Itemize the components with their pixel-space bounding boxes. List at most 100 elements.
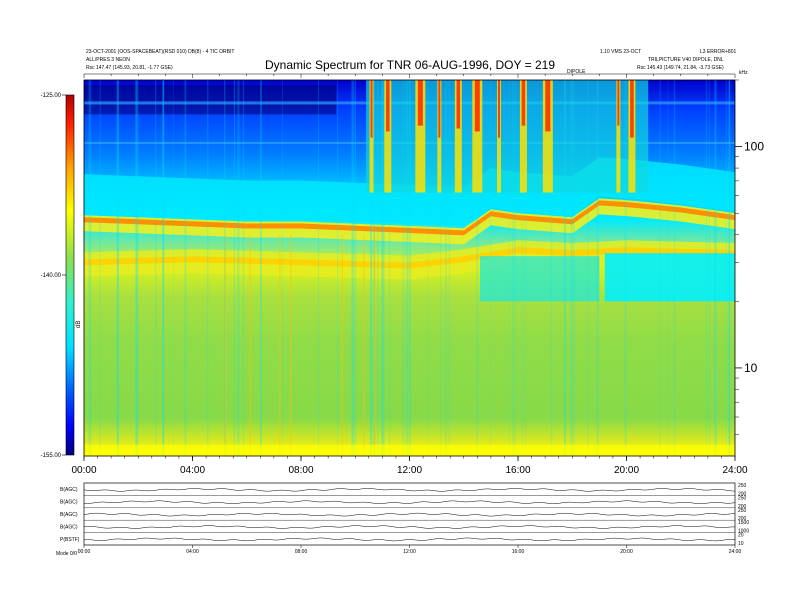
burst-core [386,80,390,132]
x-tick-label: 20:00 [614,465,639,476]
burst [542,80,553,193]
footer-mode-label: Mode 0/0 [56,551,77,557]
streak [154,80,157,456]
streak [162,80,164,456]
base-band [84,444,735,456]
cyan-patch [480,256,600,302]
streak [705,80,707,456]
streak [370,80,372,456]
burst [384,80,392,193]
header-right-line2: L3 ERROR+801 [700,49,736,55]
y-axis: 10 100 [735,79,764,435]
streak [352,80,355,456]
streak [354,80,357,456]
panel-x-tick-label: 20:00 [620,549,633,555]
streak [370,80,372,456]
row-scale-label: 20 [738,533,744,539]
streak [728,80,731,456]
row-trace [83,488,736,492]
header-left-line1: 23-OCT-2001 (OOS-SPACEBEAT)(RSD 010) DB(… [86,49,234,55]
y-tick-label: 100 [744,140,764,154]
streak [373,80,376,456]
plasma-line-glow [84,198,735,245]
streak [117,80,119,456]
colorbar-label: dB [76,321,82,328]
streak [363,234,365,456]
x-tick-label: 04:00 [180,465,205,476]
cyan-block [604,253,735,302]
chart-title: Dynamic Spectrum for TNR 06-AUG-1996, DO… [265,58,555,72]
streak [521,80,523,456]
burst-core [521,80,526,126]
streak [408,80,411,456]
burst-core [370,80,373,138]
streak [440,80,442,456]
streak [403,80,405,456]
streak [377,80,378,456]
colorbar-tick-label: -125.00 [41,93,62,99]
header-right-line1: 1.10 VMS 23-OCT [600,49,641,55]
streak [135,80,138,456]
streak [550,80,553,456]
x-axis: 00:00 04:00 08:00 12:00 16:00 20:00 24:00 [71,456,748,476]
streak [511,80,513,456]
row-scale-label: 200 [738,491,747,497]
plasma-line [84,200,735,236]
streak [389,80,391,456]
row-scale-label: 250 [738,483,747,489]
y-tick-label: 10 [744,361,758,375]
burst [472,80,483,193]
streak [596,80,599,456]
x-tick-label: 24:00 [722,465,747,476]
panel-x-tick-label: 00:00 [78,549,91,555]
burst [415,80,426,193]
streak [337,80,339,456]
streak [371,80,372,456]
panel-x-tick-label: 12:00 [403,549,416,555]
streak [570,80,573,456]
streak [445,80,447,456]
streak [237,80,239,456]
streak [116,80,119,456]
row-scale-label: 1500 [738,520,749,526]
panel-x-tick-label: 16:00 [512,549,525,555]
streak [249,234,251,456]
streak [242,80,245,456]
burst-core [617,80,620,126]
streak [476,80,478,456]
panel-x-tick-label: 04:00 [186,549,199,555]
streak [374,234,376,456]
streak [714,80,717,456]
streak [99,80,101,456]
streak [728,80,731,456]
x-tick-label: 12:00 [397,465,422,476]
dark-band [84,84,337,115]
streak [377,80,379,456]
row-scale-label: 1000 [738,529,749,535]
streak [317,80,319,456]
streak [225,234,227,456]
streak [401,80,403,456]
streak [624,80,626,456]
burst [519,80,527,193]
streak [281,80,283,456]
streak [563,80,565,456]
streak [381,80,384,456]
row-scale-label: 200 [738,504,747,510]
streak [524,80,526,456]
top-axis-ticks [83,74,736,78]
streak [290,234,292,456]
spectrogram [84,80,735,456]
streak [427,80,429,456]
row-label: B(AGC) [60,500,78,506]
header-left-line3: Rsc 147.47 (145.93, 20.81, -1.77 GSE) [86,65,173,71]
streak [135,80,138,456]
panel-x-tick-label: 24:00 [729,549,742,555]
row-label: B(AGC) [60,512,78,518]
x-tick-label: 16:00 [505,465,530,476]
row-label: P(BSTF) [60,537,80,543]
row-trace [83,500,736,504]
x-tick-label: 00:00 [71,465,96,476]
colorbar-ticks: -125.00 -140.00 -155.00 [41,93,66,459]
burst-core [417,80,423,126]
